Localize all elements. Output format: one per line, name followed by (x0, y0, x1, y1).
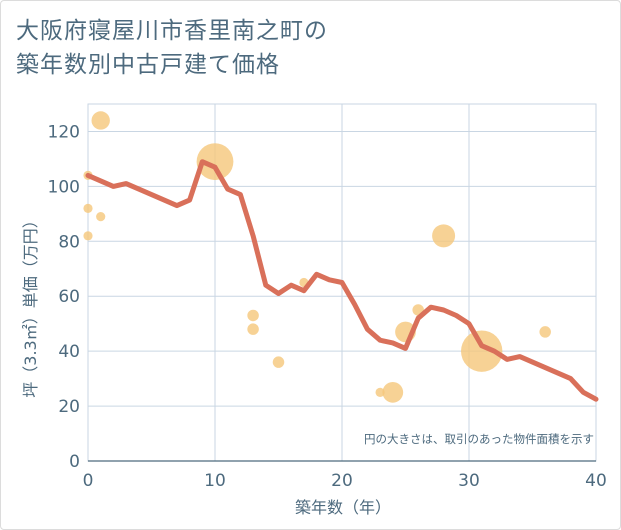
bubble-point (83, 203, 93, 213)
y-tick-label: 60 (58, 287, 80, 307)
bubble-point (539, 326, 551, 338)
bubble-point (247, 309, 259, 322)
bubble-point (196, 143, 234, 181)
bubble-point (432, 224, 456, 248)
y-tick-labels: 0 20 40 60 80 100 120 (48, 122, 80, 472)
x-tick-label: 0 (83, 471, 94, 491)
x-tick-label: 10 (204, 471, 226, 491)
y-tick-label: 20 (58, 397, 80, 417)
bubble-point (272, 356, 285, 368)
bubble-point (247, 323, 259, 335)
bubble-point (91, 111, 110, 130)
x-tick-label: 40 (585, 471, 607, 491)
x-tick-label: 20 (331, 471, 353, 491)
y-tick-label: 120 (48, 122, 80, 142)
bubble-point (375, 387, 385, 397)
title-line-2: 築年数別中古戸建て価格 (16, 52, 280, 78)
grid-lines (87, 103, 597, 462)
chart-title: 大阪府寝屋川市香里南之町の 築年数別中古戸建て価格 (16, 14, 328, 82)
bubble-point (382, 381, 404, 403)
y-tick-label: 100 (48, 177, 80, 197)
x-tick-label: 30 (458, 471, 480, 491)
x-tick-labels: 0 10 20 30 40 (83, 471, 607, 491)
average-price-line (85, 159, 599, 402)
y-tick-label: 0 (69, 452, 80, 472)
bubble-point (96, 211, 106, 222)
x-axis-label: 築年数（年） (295, 498, 391, 517)
bubble-size-note: 円の大きさは、取引のあった物件面積を示す (364, 432, 594, 446)
y-axis-label: 坪（3.3㎡）単価（万円） (21, 212, 40, 397)
title-line-1: 大阪府寝屋川市香里南之町の (16, 18, 328, 44)
bubbles-layer (83, 111, 551, 403)
y-tick-label: 40 (58, 342, 80, 362)
y-tick-label: 80 (58, 232, 80, 252)
bubble-point (83, 231, 93, 241)
bubble-point (461, 330, 503, 372)
